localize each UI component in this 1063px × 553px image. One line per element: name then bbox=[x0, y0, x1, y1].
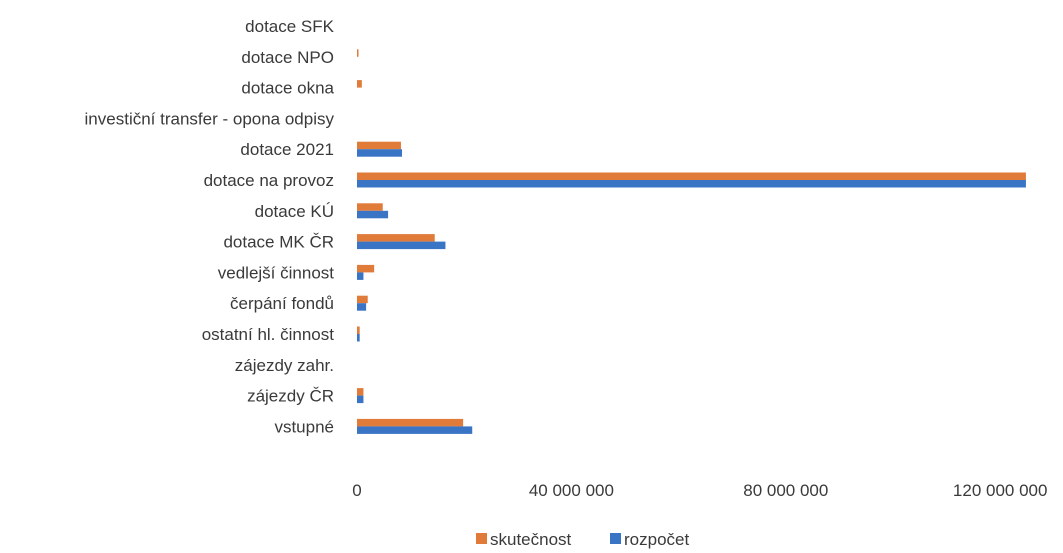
category-label: čerpání fondů bbox=[230, 294, 334, 313]
category-label: dotace MK ČR bbox=[223, 233, 334, 252]
category-label: zájezdy ČR bbox=[247, 387, 334, 406]
bar-skutečnost bbox=[357, 418, 464, 427]
bar-rozpočet bbox=[357, 210, 389, 219]
category-label: dotace na provoz bbox=[204, 171, 334, 190]
category-label: dotace okna bbox=[241, 79, 334, 98]
bar-rozpočet bbox=[357, 303, 367, 311]
x-tick-label: 120 000 000 bbox=[953, 481, 1048, 500]
x-axis: 0 40 000 000 80 000 000 120 000 000 bbox=[352, 481, 1047, 500]
bar-rozpočet bbox=[357, 395, 364, 404]
category-label: dotace NPO bbox=[241, 48, 334, 67]
category-label: dotace 2021 bbox=[240, 140, 334, 159]
category-label: ostatní hl. činnost bbox=[202, 325, 335, 344]
category-label: vedlejší činnost bbox=[218, 263, 335, 282]
bar-rozpočet bbox=[357, 241, 446, 250]
bar-skutečnost bbox=[357, 264, 375, 273]
legend-label: skutečnost bbox=[490, 530, 572, 549]
bar-skutečnost bbox=[357, 172, 1026, 180]
category-label: dotace KÚ bbox=[255, 202, 334, 221]
bar-rozpočet bbox=[357, 334, 360, 342]
legend-swatch bbox=[476, 533, 487, 544]
legend-label: rozpočet bbox=[624, 530, 689, 549]
bar-rozpočet bbox=[357, 149, 403, 157]
legend-swatch bbox=[610, 533, 621, 544]
bar-skutečnost bbox=[357, 80, 362, 88]
category-label: vstupné bbox=[274, 417, 334, 436]
bar-skutečnost bbox=[357, 141, 401, 150]
x-tick-label: 80 000 000 bbox=[743, 481, 828, 500]
bar-skutečnost bbox=[357, 49, 359, 57]
bar-rozpočet bbox=[357, 180, 1026, 188]
category-label: dotace SFK bbox=[245, 17, 334, 36]
bar-skutečnost bbox=[357, 388, 364, 396]
legend: skutečnost rozpočet bbox=[476, 530, 689, 549]
category-label: zájezdy zahr. bbox=[235, 356, 334, 375]
bar-skutečnost bbox=[357, 234, 435, 242]
bar-rozpočet bbox=[357, 426, 473, 434]
bar-rozpočet bbox=[357, 272, 364, 280]
bar-skutečnost bbox=[357, 203, 383, 211]
bar-skutečnost bbox=[357, 326, 360, 334]
x-tick-label: 40 000 000 bbox=[529, 481, 614, 500]
x-tick-label: 0 bbox=[352, 481, 361, 500]
category-label: investiční transfer - opona odpisy bbox=[85, 109, 335, 128]
category-labels: dotace SFK dotace NPO dotace okna investičn… bbox=[85, 17, 335, 436]
bars bbox=[357, 49, 1026, 434]
bar-skutečnost bbox=[357, 295, 368, 304]
